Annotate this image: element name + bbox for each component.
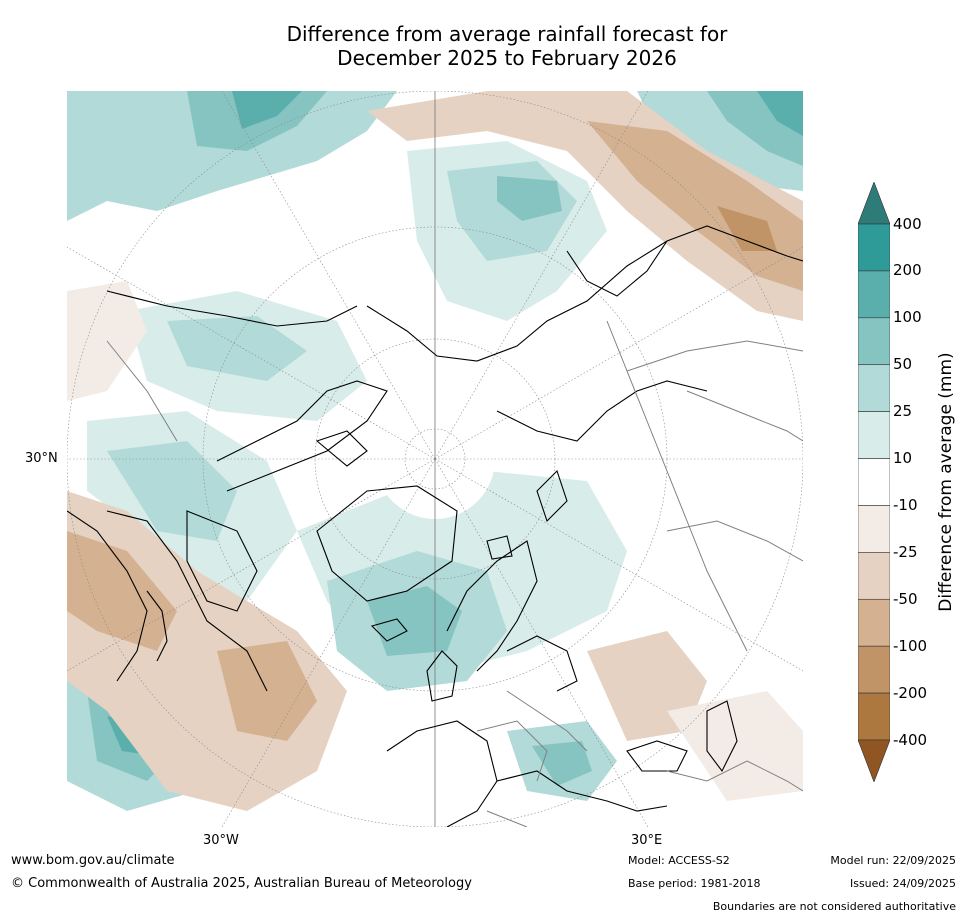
colorbar-swatch — [858, 411, 890, 459]
coast-japan — [146, 590, 168, 662]
colorbar-swatches — [858, 182, 890, 782]
dry-region-russia-peak — [717, 206, 777, 251]
colorbar-tick-label: -200 — [893, 683, 928, 702]
coast-europe-west — [386, 720, 498, 827]
colorbar-tick-label: 50 — [893, 355, 913, 374]
colorbar-tick-label: -50 — [893, 589, 918, 608]
wet-region-east-asia-core — [107, 441, 237, 541]
chart-title: Difference from average rainfall forecas… — [70, 22, 944, 70]
colorbar-tick-label: 100 — [893, 308, 922, 327]
border-europe-1 — [506, 690, 588, 752]
coast-siberia — [366, 225, 803, 362]
coast-scandinavia — [446, 540, 538, 672]
colorbar-tick-label: 10 — [893, 449, 913, 468]
border-kazakhstan — [666, 520, 803, 562]
coast-novaya-zemlya — [536, 469, 568, 523]
coast-kamchatka — [566, 240, 668, 297]
wet-region-siberia-peak — [757, 91, 803, 136]
coast-svalbard — [486, 535, 513, 560]
colorbar-swatch — [858, 598, 890, 647]
colorbar-swatch — [858, 270, 890, 319]
footer-copyright: © Commonwealth of Australia 2025, Austra… — [11, 876, 472, 891]
wet-region-north-atlantic-core — [367, 586, 462, 656]
colorbar-swatch — [858, 223, 890, 272]
colorbar-swatch — [858, 317, 890, 366]
coast-iceland — [370, 618, 408, 642]
coast-arctic-islands — [315, 430, 368, 467]
footer-base-period: Base period: 1981-2018 — [628, 877, 761, 890]
border-middle-east — [666, 760, 803, 792]
map-canvas — [67, 91, 803, 827]
lon-label-30w: 30°W — [203, 833, 239, 848]
lon-label-30e: 30°E — [631, 833, 663, 848]
footer-model: Model: ACCESS-S2 — [628, 854, 730, 867]
border-north-america — [106, 340, 178, 442]
colorbar-swatch — [858, 645, 890, 694]
colorbar — [858, 182, 890, 782]
wet-region-alaska-core — [167, 316, 307, 381]
colorbar-tick-label: -100 — [893, 636, 928, 655]
dry-region-pacific-core — [67, 531, 177, 651]
colorbar-tick-label: -10 — [893, 495, 918, 514]
coast-east-asia — [67, 510, 148, 682]
forecast-map — [67, 91, 803, 827]
lat-label-30n: 30°N — [25, 451, 58, 466]
title-line-2: December 2025 to February 2026 — [337, 46, 677, 70]
country-boundaries — [106, 320, 803, 827]
footer-disclaimer: Boundaries are not considered authoritat… — [712, 900, 956, 913]
coast-hudson-bay — [186, 510, 258, 612]
footer-issued: Issued: 24/09/2025 — [849, 877, 956, 890]
border-russia-west — [606, 320, 748, 652]
border-china — [686, 390, 803, 442]
coast-alaska — [106, 290, 358, 327]
colorbar-swatch — [858, 458, 890, 506]
colorbar-title: Difference from average (mm) — [936, 352, 956, 612]
colorbar-tick-label: 25 — [893, 402, 913, 421]
wet-region-nw-pacific — [67, 91, 397, 221]
coast-greenland — [316, 485, 458, 602]
colorbar-swatch — [858, 552, 890, 600]
footer-model-run: Model run: 22/09/2025 — [830, 854, 956, 867]
coast-caspian — [706, 700, 738, 773]
coastlines — [67, 225, 803, 827]
coast-mediterranean — [496, 770, 668, 812]
coast-north-america-east — [106, 510, 268, 692]
coast-canada-arctic — [216, 380, 388, 492]
colorbar-swatch — [858, 505, 890, 553]
coast-black-sea — [626, 740, 688, 772]
colorbar-tick-label: -25 — [893, 542, 918, 561]
border-europe-2 — [476, 720, 548, 782]
wet-region-canada-peak — [497, 176, 562, 221]
footer-url[interactable]: www.bom.gov.au/climate — [11, 853, 175, 868]
border-africa — [486, 810, 528, 827]
colorbar-swatch — [858, 692, 890, 741]
border-mongolia — [626, 340, 803, 372]
coast-uk — [426, 650, 458, 702]
coast-russia-north — [496, 380, 708, 442]
colorbar-tick-label: -400 — [893, 730, 928, 749]
wet-region-nw-pacific-peak — [232, 91, 302, 129]
coast-baltic — [506, 635, 578, 692]
colorbar-tick-label: 200 — [893, 261, 922, 280]
colorbar-tick-label: 400 — [893, 214, 922, 233]
title-line-1: Difference from average rainfall forecas… — [286, 22, 728, 46]
colorbar-bottom-extension — [858, 739, 890, 782]
colorbar-swatch — [858, 364, 890, 412]
colorbar-top-extension — [858, 182, 890, 225]
